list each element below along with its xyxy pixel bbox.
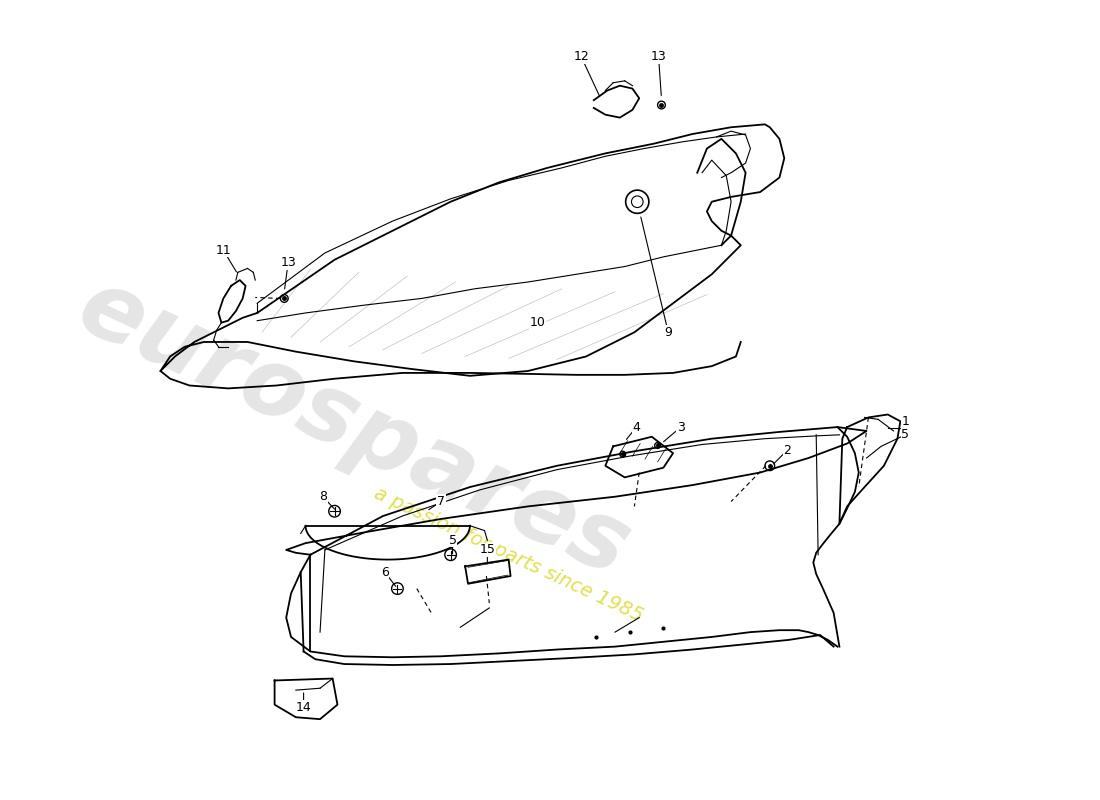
Text: 9: 9 — [664, 326, 672, 338]
Text: 4: 4 — [632, 421, 640, 434]
Text: 7: 7 — [437, 495, 444, 508]
Text: 6: 6 — [381, 566, 388, 578]
Text: 11: 11 — [216, 243, 231, 257]
Text: 1: 1 — [901, 414, 909, 428]
Text: 5: 5 — [449, 534, 456, 546]
Text: 10: 10 — [530, 316, 546, 329]
Text: 5: 5 — [901, 428, 910, 442]
Text: 15: 15 — [480, 543, 495, 557]
Text: 2: 2 — [783, 444, 791, 457]
Text: 8: 8 — [319, 490, 327, 503]
Text: 12: 12 — [573, 50, 590, 63]
Text: 14: 14 — [296, 701, 311, 714]
Text: 13: 13 — [280, 256, 296, 269]
Text: eurospares: eurospares — [64, 261, 645, 597]
Text: a passion for parts since 1985: a passion for parts since 1985 — [371, 484, 646, 626]
Text: 3: 3 — [676, 421, 684, 434]
Text: 13: 13 — [651, 50, 667, 63]
